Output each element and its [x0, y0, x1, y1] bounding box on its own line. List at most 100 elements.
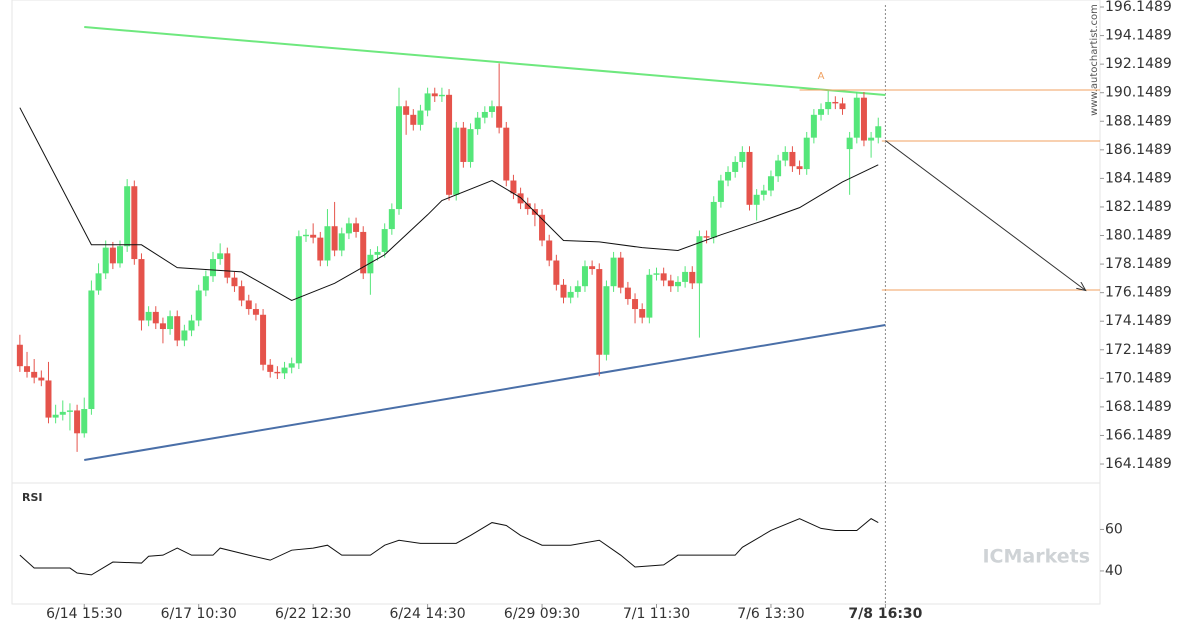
candle-body — [689, 271, 696, 284]
candle-body — [810, 114, 817, 138]
candle-body — [88, 290, 95, 410]
candle-body — [553, 260, 560, 285]
candle-body — [374, 251, 381, 255]
x-tick-label: 6/24 14:30 — [389, 606, 465, 622]
y-tick-label: 180.1489 — [1105, 228, 1172, 244]
candle-body — [217, 253, 224, 260]
candle-body — [274, 371, 281, 374]
candle-body — [674, 281, 681, 287]
candle-body — [646, 274, 653, 318]
y-tick-label: 170.1489 — [1105, 370, 1172, 386]
candle-body — [574, 286, 581, 292]
y-tick-label: 194.1489 — [1105, 28, 1172, 44]
y-tick-label: 166.1489 — [1105, 427, 1172, 443]
candle-body — [446, 94, 453, 195]
trendline — [84, 324, 886, 461]
x-tick-label: 6/22 12:30 — [275, 606, 351, 622]
candle-body — [288, 363, 295, 368]
candle-body — [853, 97, 860, 138]
y-tick-label: 196.1489 — [1105, 0, 1172, 15]
y-tick-label: 190.1489 — [1105, 85, 1172, 101]
candle-body — [388, 209, 395, 230]
candle-body — [367, 254, 374, 274]
candle-body — [832, 101, 839, 104]
candle-body — [410, 114, 417, 125]
candle-body — [710, 201, 717, 238]
candle-body — [875, 126, 882, 138]
candle-body — [803, 137, 810, 170]
candle-body — [95, 273, 102, 291]
candle-body — [589, 266, 596, 270]
candle-body — [224, 253, 231, 278]
candle-body — [295, 236, 302, 364]
candle-body — [260, 314, 267, 365]
candle-body — [825, 101, 832, 110]
candle-body — [438, 94, 445, 97]
candle-body — [789, 151, 796, 167]
candle-body — [610, 257, 617, 287]
annotation: A — [818, 71, 825, 82]
candle-body — [117, 246, 124, 264]
candle-body — [81, 409, 88, 434]
x-tick-label: 7/6 13:30 — [737, 606, 804, 622]
candle-body — [152, 311, 159, 324]
candle-body — [560, 284, 567, 298]
candle-body — [417, 110, 424, 125]
candle-body — [31, 371, 38, 378]
candle-body — [138, 259, 145, 321]
candle-body — [775, 160, 782, 177]
y-tick-label: 178.1489 — [1105, 256, 1172, 272]
candle-body — [639, 309, 646, 318]
rsi-tick-label: 60 — [1105, 521, 1123, 537]
plot-frame — [11, 0, 1101, 605]
candle-body — [267, 364, 274, 372]
candle-body — [567, 291, 574, 298]
y-tick-label: 172.1489 — [1105, 342, 1172, 358]
logo: ICMarkets — [982, 546, 1090, 568]
candle-body — [167, 316, 174, 330]
candle-body — [174, 316, 181, 341]
candle-body — [581, 266, 588, 287]
candle-body — [202, 276, 209, 291]
candle-body — [481, 111, 488, 118]
candle-body — [460, 127, 467, 162]
candle-body — [102, 247, 109, 274]
y-tick-label: 188.1489 — [1105, 113, 1172, 129]
candle-body — [181, 330, 188, 341]
candle-body — [760, 190, 767, 195]
candle-body — [660, 273, 667, 281]
candle-body — [603, 286, 610, 355]
candle-body — [474, 117, 481, 130]
candle-body — [195, 290, 202, 321]
moving-average — [19, 107, 879, 302]
candle-body — [546, 240, 553, 261]
candle-body — [431, 93, 438, 97]
candle-body — [653, 273, 660, 275]
candle-body — [188, 320, 195, 331]
watermark: www.autochartist.com — [1089, 4, 1100, 116]
candle-body — [682, 271, 689, 282]
candle-body — [539, 214, 546, 241]
candle-body — [632, 299, 639, 310]
candle-body — [345, 223, 352, 234]
trendline — [84, 25, 886, 96]
y-tick-label: 184.1489 — [1105, 170, 1172, 186]
rsi-tick-label: 40 — [1105, 563, 1123, 579]
candle-body — [667, 280, 674, 287]
candle-body — [231, 277, 238, 287]
candle-body — [109, 247, 116, 264]
candle-body — [252, 309, 259, 315]
candle-body — [38, 377, 45, 381]
candle-body — [310, 234, 317, 238]
candle-body — [732, 161, 739, 172]
candle-body — [467, 129, 474, 162]
candle-body — [74, 410, 81, 434]
candle-body — [818, 109, 825, 115]
rsi-label: RSI — [22, 491, 43, 504]
candle-body — [868, 137, 875, 141]
candle-body — [746, 151, 753, 205]
candle-body — [403, 106, 410, 115]
candle-body — [395, 106, 402, 210]
candle-body — [381, 229, 388, 252]
